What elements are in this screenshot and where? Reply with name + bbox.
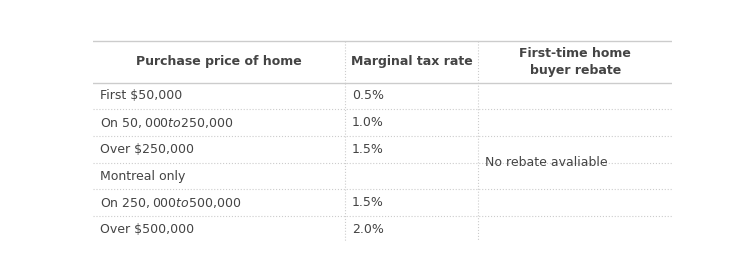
Text: Purchase price of home: Purchase price of home [137,55,303,68]
Text: On $50,000 to $250,000: On $50,000 to $250,000 [100,116,234,130]
Text: First $50,000: First $50,000 [100,89,182,102]
Text: Marginal tax rate: Marginal tax rate [351,55,473,68]
Text: First-time home
buyer rebate: First-time home buyer rebate [519,47,631,77]
Text: Montreal only: Montreal only [100,170,186,183]
Text: No rebate avaliable: No rebate avaliable [486,156,608,169]
Text: 0.5%: 0.5% [352,89,384,102]
Text: Over $500,000: Over $500,000 [100,223,194,236]
Text: Over $250,000: Over $250,000 [100,143,194,156]
Text: 1.5%: 1.5% [352,196,384,209]
Text: 1.5%: 1.5% [352,143,384,156]
Text: On $250,000 to $500,000: On $250,000 to $500,000 [100,196,241,210]
Text: 1.0%: 1.0% [352,116,384,129]
Text: 2.0%: 2.0% [352,223,384,236]
